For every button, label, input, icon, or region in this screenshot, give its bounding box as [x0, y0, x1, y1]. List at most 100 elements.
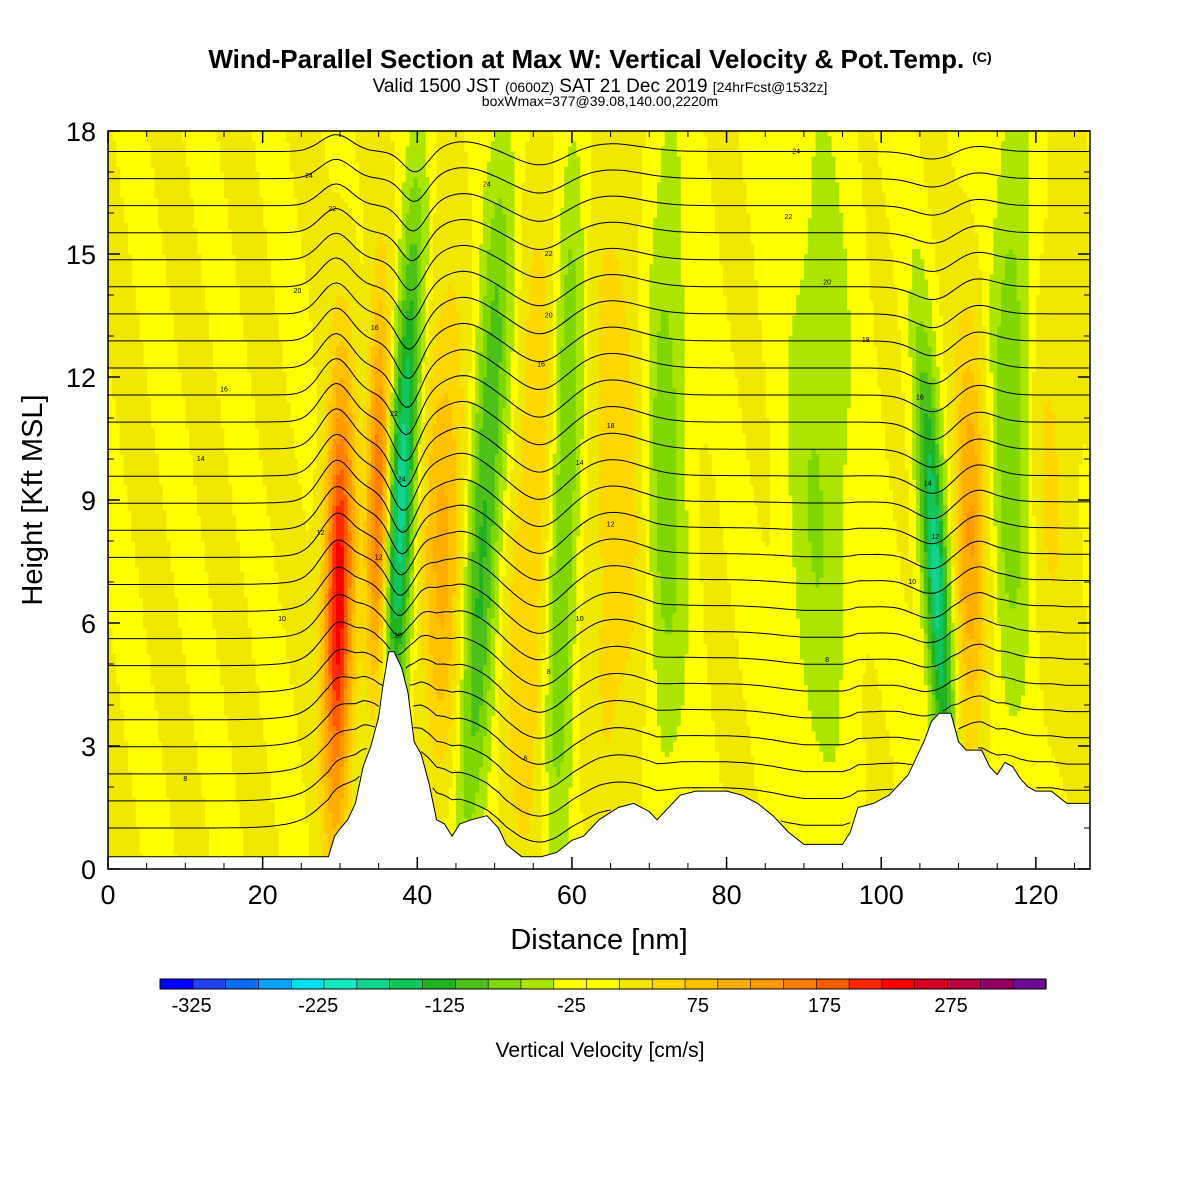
potential-temperature-contours [108, 134, 1090, 843]
colorbar-swatch [651, 978, 686, 990]
y-tick-label: 18 [66, 117, 96, 147]
colorbar-swatch [553, 978, 588, 990]
theta-contour [108, 433, 1090, 511]
y-axis: 0 3 6 9 12 15 18 [66, 117, 1090, 885]
terrain [108, 651, 1090, 869]
colorbar-swatch [290, 978, 325, 990]
contour-label: 14 [924, 481, 932, 488]
theta-contour [108, 257, 1090, 321]
colorbar-tick-label: 175 [808, 995, 841, 1017]
contour-label: 14 [576, 460, 584, 467]
chart-title: Wind-Parallel Section at Max W: Vertical… [208, 44, 991, 74]
y-axis-label: Height [Kft MSL] [17, 394, 49, 605]
colorbar-swatch [815, 978, 850, 990]
theta-contour [108, 648, 1090, 713]
contour-label: 12 [932, 534, 940, 541]
contour-label: 6 [524, 755, 528, 762]
contour-label: 24 [483, 181, 491, 188]
colorbar-swatch [487, 978, 522, 990]
colorbar-ticks: -325 -225 -125 -25 75 175 275 [172, 995, 968, 1017]
contour-label: 10 [394, 632, 402, 639]
colorbar-frame [159, 978, 1047, 990]
contour-label: 22 [328, 206, 336, 213]
colorbar [159, 978, 1047, 990]
theta-contour [108, 621, 1090, 687]
colorbar-swatch [619, 978, 653, 990]
x-tick-label: 100 [859, 880, 904, 910]
x-tick-label: 60 [557, 880, 587, 910]
y-tick-label: 6 [81, 609, 96, 639]
theta-contour [108, 700, 1090, 765]
contour-label: 22 [785, 214, 793, 221]
theta-contour [108, 207, 1090, 262]
y-tick-label: 12 [66, 363, 96, 393]
contour-label: 20 [823, 280, 831, 287]
theta-contour [108, 158, 1090, 203]
contour-label: 8 [825, 657, 829, 664]
contour-label: 16 [371, 325, 379, 332]
theta-contour [108, 593, 1090, 661]
y-tick-label: 0 [81, 855, 96, 885]
x-tick-label: 40 [402, 880, 432, 910]
contour-label: 14 [197, 456, 205, 463]
contour-label: 8 [547, 669, 551, 676]
colorbar-swatch [422, 978, 456, 990]
colorbar-swatch [192, 978, 227, 990]
colorbar-swatch [389, 978, 424, 990]
colorbar-swatch [717, 978, 752, 990]
contour-label: 24 [792, 149, 800, 156]
colorbar-swatch [455, 978, 489, 990]
theta-contour [108, 382, 1090, 462]
theta-contour [108, 134, 1090, 173]
colorbar-swatch [914, 978, 949, 990]
x-tick-label: 0 [100, 880, 115, 910]
boxmax-annotation: boxWmax=377@39.08,140.00,2220m [482, 93, 718, 109]
contour-label: 16 [537, 362, 545, 369]
theta-contour [108, 539, 1090, 608]
colorbar-swatch [783, 978, 817, 990]
theta-contour [108, 332, 1090, 408]
theta-contour [108, 776, 851, 843]
theta-contour [108, 232, 1090, 291]
theta-contour [108, 486, 1090, 555]
colorbar-swatch [159, 978, 194, 990]
theta-contour [108, 512, 1090, 581]
colorbar-swatch [684, 978, 719, 990]
contour-label: 16 [220, 386, 228, 393]
x-axis: 0 20 40 60 80 100 120 [100, 131, 1076, 910]
contour-label: 10 [908, 579, 916, 586]
theta-contour [108, 282, 1090, 350]
contour-label: 20 [545, 313, 553, 320]
chart-subtitle: Valid 1500 JST (0600Z) SAT 21 Dec 2019 [… [373, 76, 828, 97]
theta-contour [108, 748, 1090, 817]
colorbar-swatch [947, 978, 981, 990]
contour-label: 24 [305, 173, 313, 180]
colorbar-swatch [520, 978, 555, 990]
colorbar-tick-label: 275 [934, 995, 967, 1017]
plot-area: 8 10 14 16 20 22 24 16 22 24 12 10 12 24 22 20 16 18 14 12 1… [108, 131, 1090, 869]
colorbar-swatch [1012, 978, 1047, 990]
y-tick-label: 3 [81, 732, 96, 762]
contour-label: 10 [278, 616, 286, 623]
contour-label: 22 [545, 251, 553, 258]
contour-label: 10 [576, 616, 584, 623]
contour-label: 18 [607, 423, 615, 430]
colorbar-tick-label: -25 [557, 995, 586, 1017]
colorbar-swatch [323, 978, 358, 990]
x-axis-label: Distance [nm] [510, 924, 687, 956]
colorbar-tick-label: -225 [298, 995, 338, 1017]
contour-label: 16 [916, 395, 924, 402]
colorbar-tick-label: -325 [172, 995, 212, 1017]
colorbar-swatch [356, 978, 391, 990]
contour-label: 24 [398, 477, 406, 484]
x-tick-label: 120 [1013, 880, 1058, 910]
contour-label: 22 [390, 411, 398, 418]
colorbar-swatch [980, 978, 1014, 990]
colorbar-swatch [586, 978, 621, 990]
theta-contour [108, 307, 1090, 379]
colorbar-swatch [225, 978, 260, 990]
theta-contour [108, 459, 1090, 533]
y-tick-label: 15 [66, 240, 96, 270]
colorbar-swatch [848, 978, 883, 990]
